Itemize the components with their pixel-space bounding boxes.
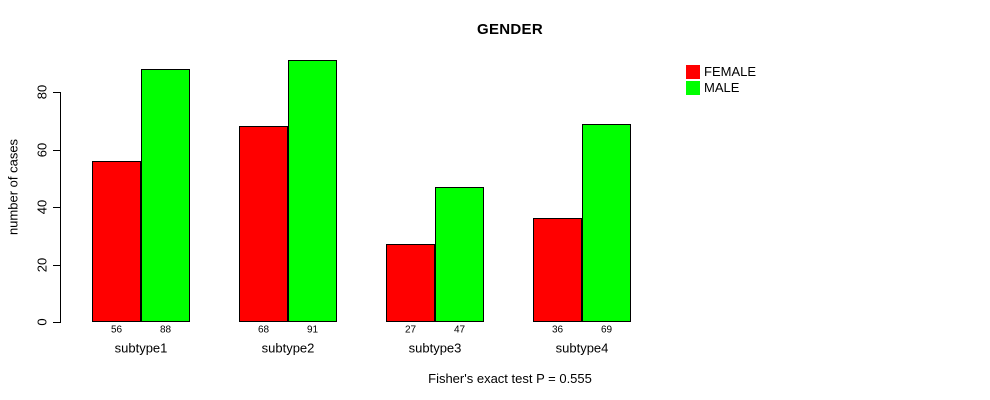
bar-male-subtype1 — [141, 69, 190, 322]
y-axis-line — [60, 92, 61, 323]
y-tick-mark-0 — [53, 322, 60, 323]
y-tick-label-60: 60 — [34, 142, 50, 158]
bar-value-male-subtype4: 69 — [600, 324, 613, 336]
x-category-label-subtype2: subtype2 — [261, 340, 315, 356]
y-tick-mark-20 — [53, 265, 60, 266]
y-tick-label-40: 40 — [34, 199, 50, 215]
legend: FEMALE MALE — [686, 64, 756, 96]
x-category-label-subtype1: subtype1 — [114, 340, 168, 356]
bar-female-subtype4 — [533, 218, 582, 322]
legend-swatch-male — [686, 81, 700, 95]
bar-male-subtype3 — [435, 187, 484, 322]
footnote-fisher-test: Fisher's exact test P = 0.555 — [428, 371, 592, 386]
legend-entry-female: FEMALE — [686, 64, 756, 80]
bar-female-subtype1 — [92, 161, 141, 322]
x-category-label-subtype4: subtype4 — [555, 340, 609, 356]
y-tick-label-20: 20 — [34, 257, 50, 273]
bar-value-male-subtype1: 88 — [159, 324, 172, 336]
bar-value-male-subtype3: 47 — [453, 324, 466, 336]
bar-value-male-subtype2: 91 — [306, 324, 319, 336]
bar-value-female-subtype2: 68 — [257, 324, 270, 336]
legend-label-female: FEMALE — [704, 64, 757, 79]
legend-entry-male: MALE — [686, 80, 756, 96]
legend-swatch-female — [686, 65, 700, 79]
y-tick-label-0: 0 — [34, 318, 50, 326]
chart-title: GENDER — [477, 21, 543, 38]
bar-value-female-subtype1: 56 — [110, 324, 123, 336]
bar-female-subtype2 — [239, 126, 288, 322]
y-tick-mark-80 — [53, 92, 60, 93]
y-tick-label-80: 80 — [34, 84, 50, 100]
bar-male-subtype2 — [288, 60, 337, 322]
bar-value-female-subtype3: 27 — [404, 324, 417, 336]
bar-male-subtype4 — [582, 124, 631, 322]
y-tick-mark-40 — [53, 207, 60, 208]
x-category-label-subtype3: subtype3 — [408, 340, 462, 356]
legend-label-male: MALE — [704, 80, 740, 95]
y-tick-mark-60 — [53, 150, 60, 151]
bar-female-subtype3 — [386, 244, 435, 322]
bar-value-female-subtype4: 36 — [551, 324, 564, 336]
